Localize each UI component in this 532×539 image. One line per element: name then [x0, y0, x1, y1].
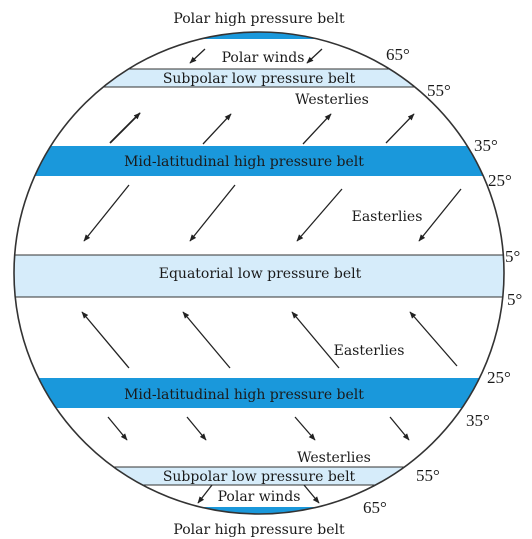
latitude-55-south: 55°: [416, 466, 440, 485]
mid-high-belt-south: [14, 378, 504, 408]
polar-wind-arrow: [306, 48, 323, 64]
polar-high-caption-top: Polar high pressure belt: [173, 11, 345, 27]
westerlies-arrow: [109, 112, 141, 144]
mid-high-label-north: Mid-latitudinal high pressure belt: [124, 154, 364, 170]
easterlies-arrow: [83, 184, 130, 242]
polar-winds-label-south: Polar winds: [218, 489, 301, 505]
equatorial-low-label: Equatorial low pressure belt: [159, 266, 362, 282]
subpolar-low-belt-north: [14, 68, 504, 88]
latitude-5-north: 5°: [505, 247, 520, 266]
globe-outline: [13, 31, 505, 515]
westerlies-label-north: Westerlies: [295, 92, 369, 108]
equatorial-low-belt: [14, 254, 504, 298]
polar-wind-arrow: [189, 48, 206, 64]
latitude-65-north: 65°: [386, 45, 410, 64]
easterlies-arrow: [182, 311, 231, 369]
polar-wind-arrow: [197, 484, 213, 504]
mid-high-label-south: Mid-latitudinal high pressure belt: [124, 387, 364, 403]
latitude-25-north: 25°: [488, 171, 512, 190]
westerlies-arrow: [389, 416, 410, 441]
subpolar-low-label-north: Subpolar low pressure belt: [163, 71, 356, 87]
latitude-25-south: 25°: [487, 368, 511, 387]
belts-group: [14, 32, 504, 514]
easterlies-arrow: [291, 311, 340, 369]
latitude-65-south: 65°: [363, 498, 387, 517]
latitude-5-south: 5°: [507, 290, 522, 309]
easterlies-arrow: [189, 184, 236, 242]
westerlies-arrow: [385, 113, 415, 144]
easterlies-arrow: [296, 188, 343, 242]
wind-arrows: [81, 48, 462, 504]
subpolar-low-belt-south: [14, 466, 504, 486]
westerlies-arrow: [186, 416, 207, 441]
easterlies-arrow: [81, 311, 130, 369]
westerlies-arrow: [302, 113, 332, 145]
latitude-55-north: 55°: [427, 81, 451, 100]
polar-high-caption-bottom: Polar high pressure belt: [173, 522, 345, 538]
subpolar-low-label-south: Subpolar low pressure belt: [163, 469, 356, 485]
easterlies-label-south: Easterlies: [334, 343, 405, 359]
polar-high-cap-north: [14, 32, 504, 39]
easterlies-label-north: Easterlies: [352, 209, 423, 225]
westerlies-arrow: [294, 416, 316, 441]
easterlies-arrow: [418, 188, 462, 242]
latitude-35-south: 35°: [466, 411, 490, 430]
westerlies-label-south: Westerlies: [297, 450, 371, 466]
polar-winds-label-north: Polar winds: [222, 50, 305, 66]
latitude-35-north: 35°: [474, 136, 498, 155]
polar-wind-arrow: [303, 484, 320, 504]
westerlies-arrow: [107, 416, 128, 441]
easterlies-arrow: [409, 311, 458, 367]
mid-high-belt-north: [14, 146, 504, 176]
westerlies-arrow: [202, 113, 232, 145]
polar-high-cap-south: [14, 507, 504, 514]
